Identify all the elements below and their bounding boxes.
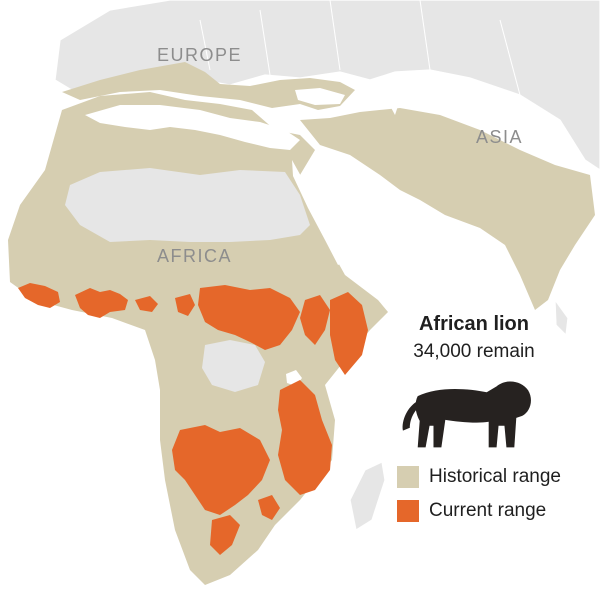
persian-gulf xyxy=(366,175,402,202)
legend-swatch-historical xyxy=(397,466,419,488)
caspian-sea xyxy=(388,78,400,115)
sahara-region xyxy=(65,168,310,242)
legend-label-current: Current range xyxy=(429,500,547,521)
legend-item-historical: Historical range xyxy=(397,460,561,494)
borders xyxy=(199,0,521,96)
legend-swatch-current xyxy=(397,500,419,522)
historical-range-asia xyxy=(300,108,595,310)
black-sea xyxy=(295,88,345,105)
congo-basin-region xyxy=(202,340,265,392)
population-count: 34,000 remain xyxy=(413,341,535,362)
species-title: African lion xyxy=(418,313,529,335)
historical-range-europe xyxy=(62,62,355,110)
current-range xyxy=(18,283,368,555)
legend-item-current: Current range xyxy=(397,494,561,528)
red-sea xyxy=(292,160,345,265)
region-label-europe: EUROPE xyxy=(157,45,243,65)
legend: Historical range Current range xyxy=(397,460,561,528)
region-label-asia: ASIA xyxy=(476,127,524,147)
legend-label-historical: Historical range xyxy=(429,466,561,487)
lion-silhouette-icon xyxy=(402,381,531,448)
mediterranean-sea xyxy=(85,105,300,150)
region-label-africa: AFRICA xyxy=(157,246,233,266)
water xyxy=(85,78,402,265)
